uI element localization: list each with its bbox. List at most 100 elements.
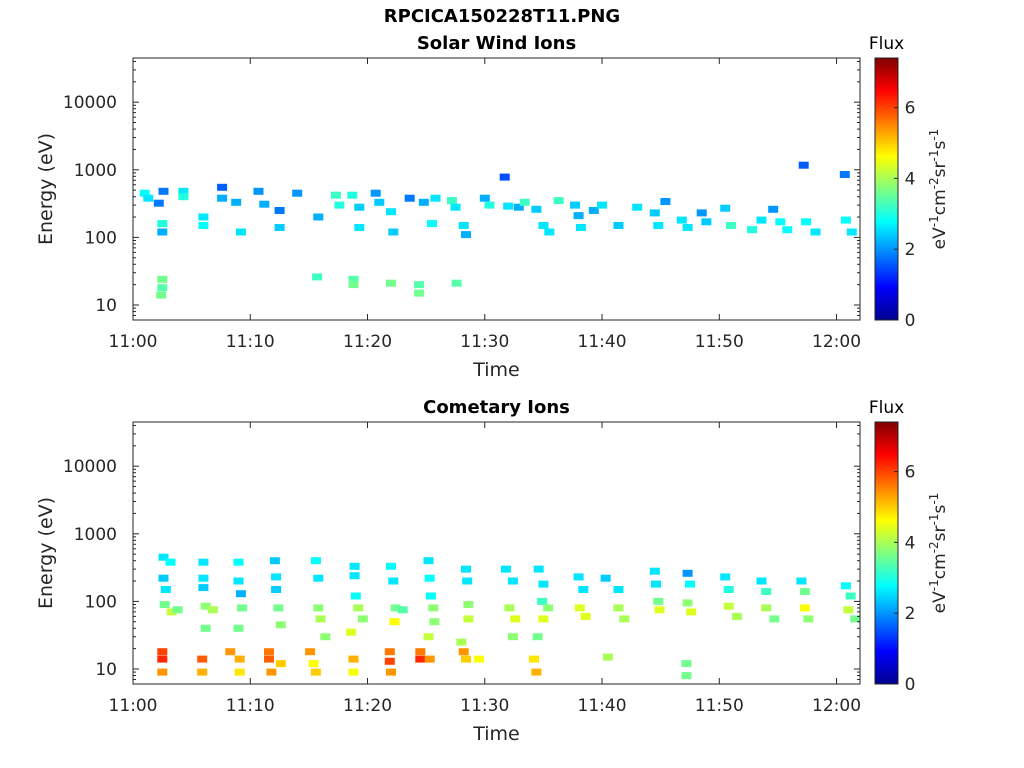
data-cell [264, 648, 274, 656]
data-cell [428, 604, 439, 612]
y-tick-label: 10000 [63, 457, 117, 477]
data-cell [225, 648, 236, 656]
data-cell [198, 584, 209, 592]
data-cell [507, 633, 518, 641]
data-cell [235, 590, 246, 598]
figure-title: RPCICA150228T11.PNG [383, 6, 621, 27]
data-cell [676, 216, 687, 224]
data-cell [456, 638, 467, 646]
data-cell [313, 213, 324, 221]
data-cell [651, 580, 661, 588]
data-cell [425, 592, 436, 600]
data-cell [308, 660, 319, 668]
data-cell [388, 228, 399, 236]
axes-box [132, 421, 861, 685]
data-cell [619, 615, 630, 623]
data-cell [761, 604, 772, 612]
data-cell [200, 602, 211, 610]
data-cell [330, 191, 341, 199]
data-cell [538, 615, 549, 623]
data-cell [537, 597, 548, 605]
y-tick-label: 1000 [74, 161, 117, 181]
data-cell [386, 668, 396, 676]
axes-box [132, 57, 861, 321]
data-cell [532, 633, 543, 641]
data-cell [348, 655, 359, 663]
data-cell [573, 573, 584, 581]
data-cell [613, 586, 624, 593]
data-cell [458, 648, 469, 656]
data-cell [533, 565, 544, 573]
data-cell [597, 201, 607, 209]
data-cell [157, 655, 168, 663]
y-tick-label: 1000 [74, 525, 117, 545]
data-cell [386, 562, 396, 570]
data-cell [451, 279, 462, 287]
data-cell [310, 557, 321, 565]
data-cell [461, 655, 471, 663]
data-cell [157, 284, 168, 292]
data-cell [160, 586, 171, 593]
data-cell [159, 601, 170, 608]
data-cell [165, 558, 176, 566]
data-cell [430, 194, 441, 202]
data-cell [424, 574, 435, 582]
data-cell [233, 624, 244, 632]
data-cell [653, 597, 664, 605]
data-cell [157, 228, 168, 236]
data-cell [310, 668, 321, 676]
data-cell [423, 557, 434, 565]
data-cell [575, 224, 586, 231]
data-cell [649, 567, 660, 575]
data-cell [726, 222, 736, 229]
data-cell [312, 273, 323, 281]
x-tick-label: 11:00 [109, 696, 158, 716]
data-cell [531, 668, 542, 676]
data-cell [305, 648, 316, 656]
data-cell [197, 655, 208, 663]
data-cell [172, 606, 183, 614]
colorbar-tick-label: 0 [905, 675, 916, 695]
data-cell [429, 618, 440, 626]
data-cell [513, 203, 524, 211]
data-cell [346, 628, 357, 636]
data-cell [415, 655, 426, 663]
data-cell [761, 588, 772, 595]
data-cell [390, 604, 401, 612]
data-cell [354, 203, 365, 211]
data-cell [531, 205, 542, 213]
data-cell [374, 198, 385, 206]
data-cell [479, 194, 490, 202]
y-tick-label: 10 [95, 660, 117, 680]
data-cell [507, 577, 518, 585]
data-cell [756, 216, 767, 224]
data-cell [720, 204, 731, 212]
colorbar-tick-label: 4 [905, 533, 916, 553]
data-cell [233, 558, 244, 566]
data-cell [178, 193, 189, 201]
data-cell [350, 592, 361, 600]
data-cell [354, 224, 365, 231]
data-cell [803, 615, 814, 623]
colorbar-unit-label: eV-1cm-2sr-1s-1 [927, 129, 950, 250]
data-cell [427, 220, 437, 228]
data-cell [198, 222, 209, 229]
data-cell [269, 557, 280, 565]
y-tick-label: 10000 [63, 93, 117, 113]
data-cell [349, 562, 360, 570]
data-cell [462, 577, 473, 585]
data-cell [801, 218, 812, 226]
data-cell [461, 565, 471, 573]
data-cell [271, 586, 282, 593]
plot-area [133, 422, 860, 684]
data-cell [384, 657, 395, 665]
data-cell [810, 228, 821, 236]
data-cell [573, 212, 584, 220]
data-cell [799, 588, 810, 595]
data-cell [574, 604, 585, 612]
data-cell [843, 606, 854, 614]
data-cell [397, 606, 408, 614]
data-cell [388, 577, 399, 585]
data-cell [384, 648, 395, 656]
